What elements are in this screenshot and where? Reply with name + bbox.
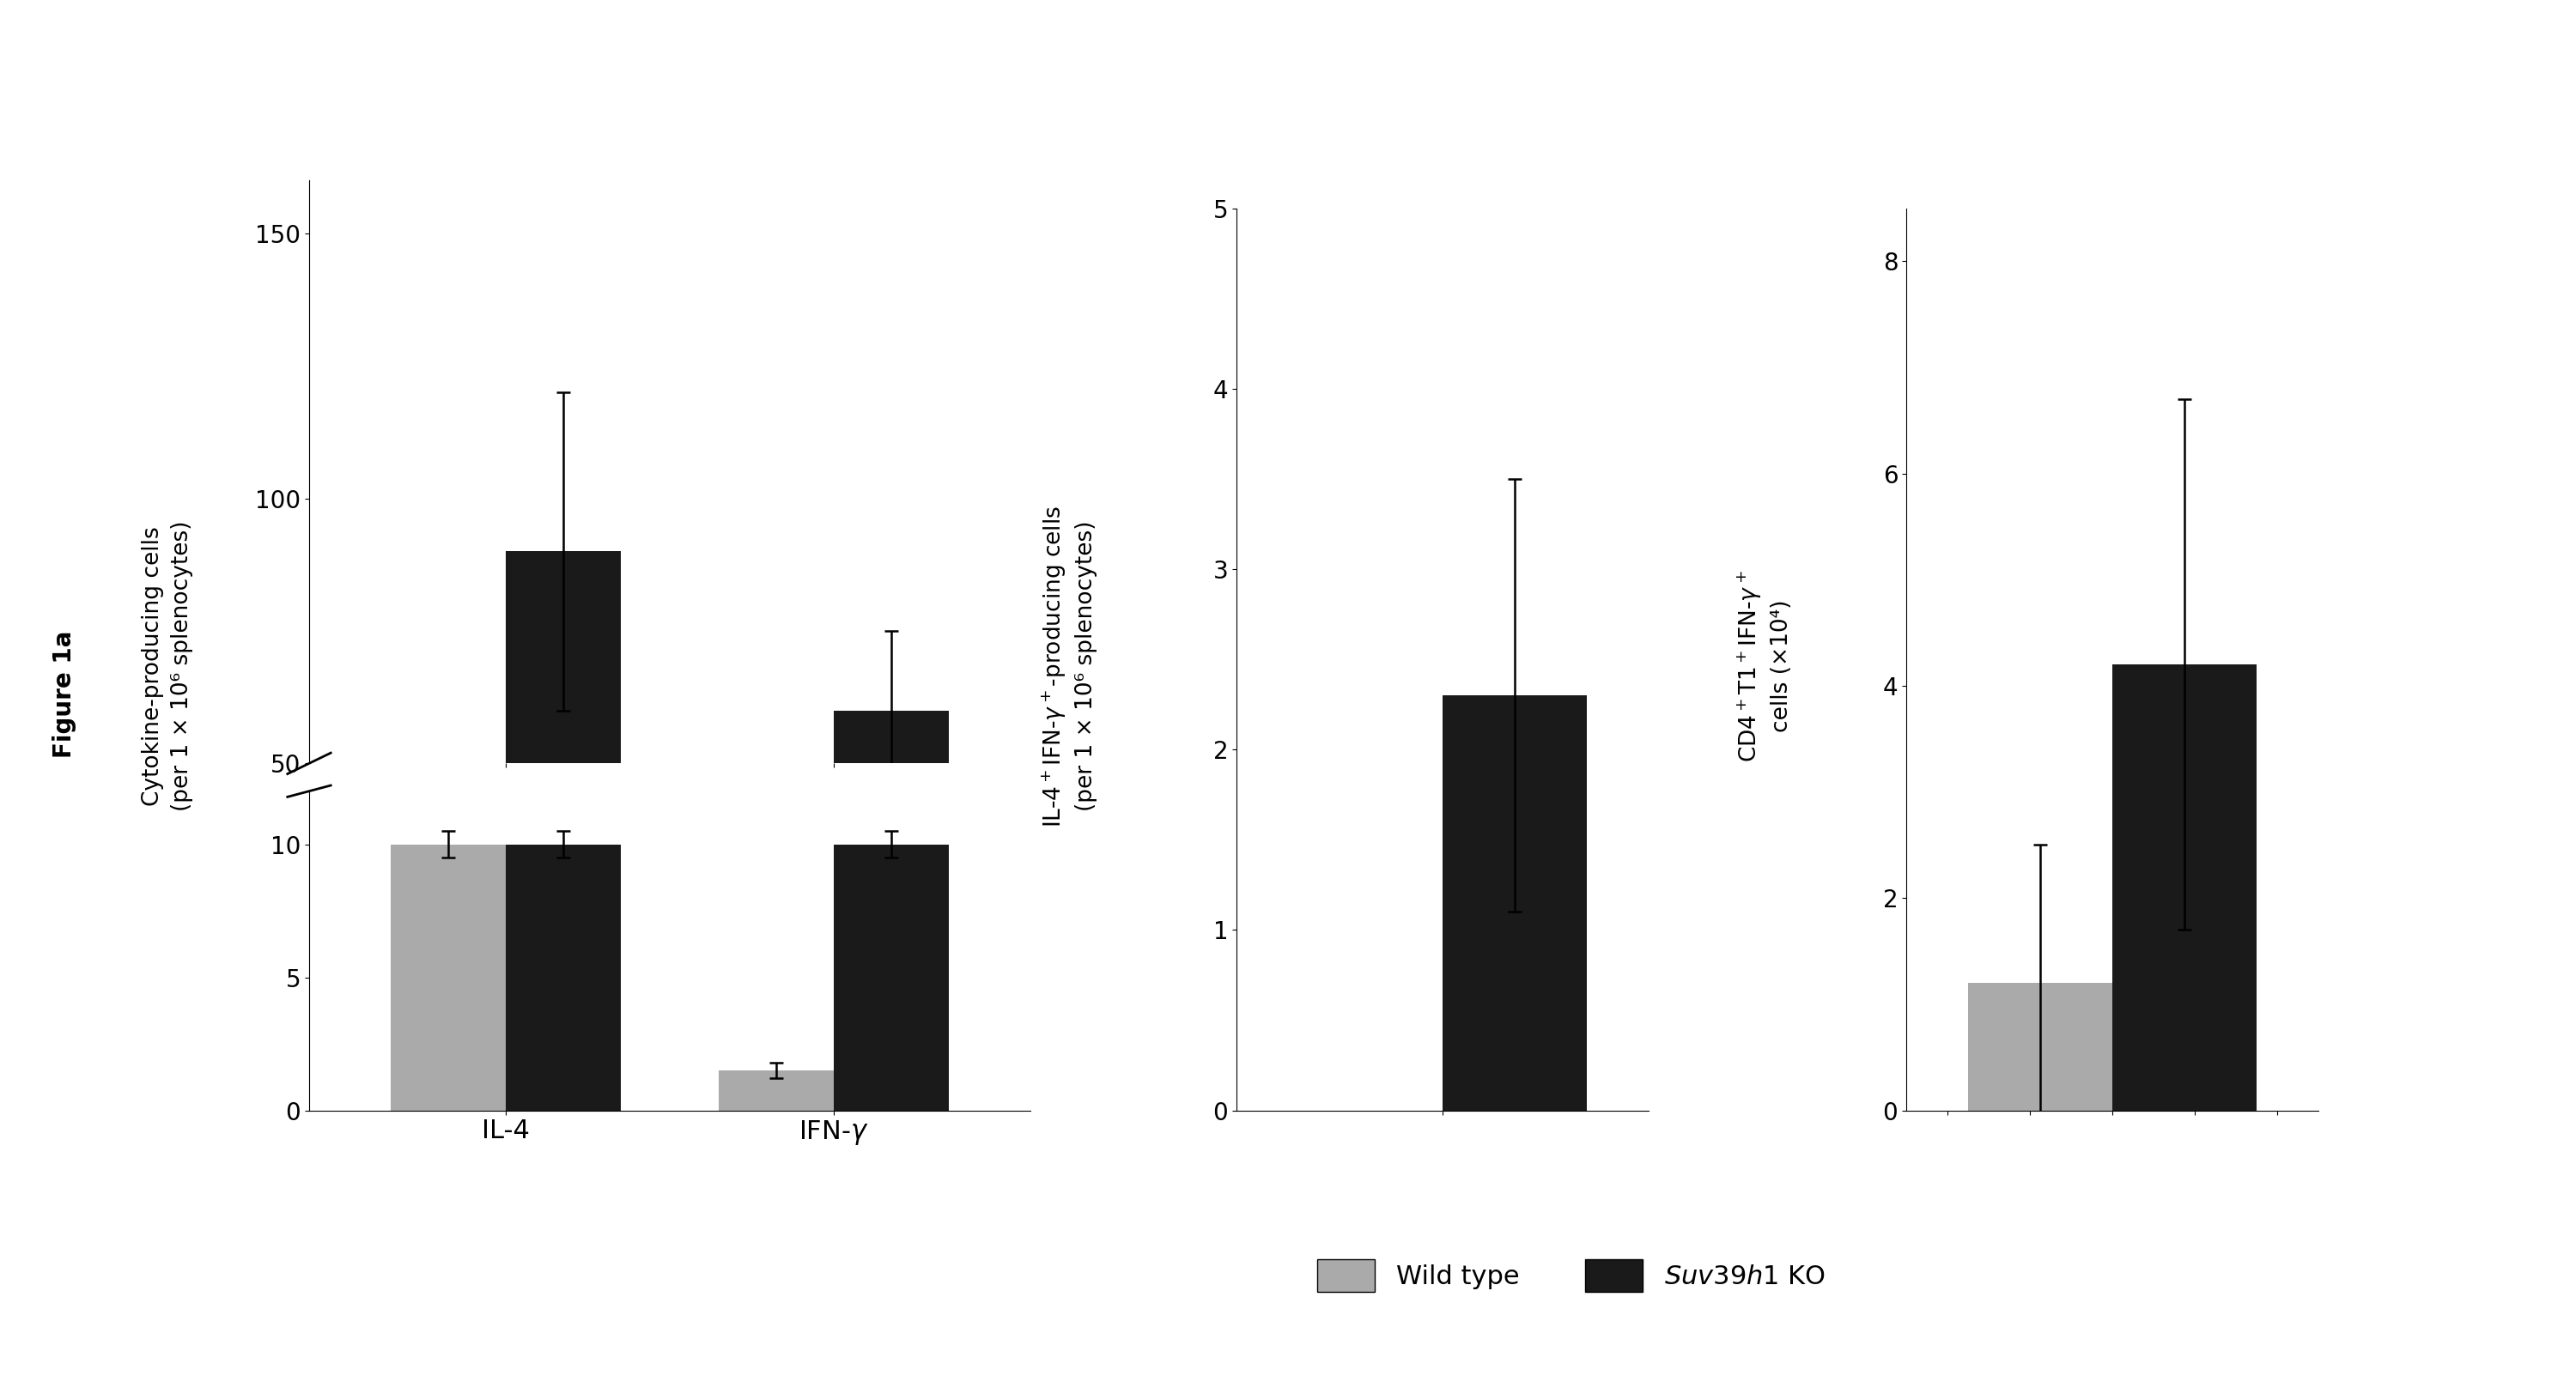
Bar (1443, 695, 1587, 1110)
Bar (1968, 983, 2112, 1110)
Bar (392, 844, 505, 1110)
Text: Cytokine-producing cells
(per 1 × 10⁶ splenocytes): Cytokine-producing cells (per 1 × 10⁶ sp… (142, 520, 193, 812)
Text: Figure 1a: Figure 1a (52, 630, 77, 758)
Bar (835, 844, 948, 1110)
Text: IL-4$^+$IFN-$\mathit{\gamma}^+$-producing cells
(per 1 × 10⁶ splenocytes): IL-4$^+$IFN-$\mathit{\gamma}^+$-producin… (1041, 505, 1097, 827)
Bar (392, 869, 505, 1029)
Legend: Wild type, $\mathit{Suv39h1}$ KO: Wild type, $\mathit{Suv39h1}$ KO (1316, 1259, 1826, 1292)
Bar (2112, 665, 2257, 1110)
Bar (505, 844, 621, 1110)
Text: CD4$^+$T1$^+$IFN-$\mathit{\gamma}^+$
cells (×10⁴): CD4$^+$T1$^+$IFN-$\mathit{\gamma}^+$ cel… (1736, 570, 1793, 762)
Bar (505, 551, 621, 1029)
Bar (719, 1070, 835, 1110)
Bar (835, 711, 948, 1029)
